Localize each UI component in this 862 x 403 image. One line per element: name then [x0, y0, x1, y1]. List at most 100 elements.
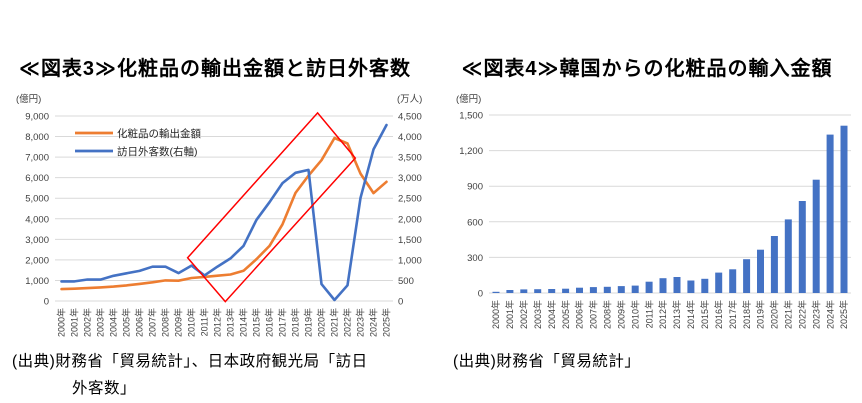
svg-text:2015年: 2015年 [251, 308, 262, 337]
svg-text:2011年: 2011年 [643, 300, 654, 328]
svg-text:2025年: 2025年 [381, 308, 392, 337]
svg-text:2020年: 2020年 [316, 308, 327, 337]
svg-text:2024年: 2024年 [368, 308, 379, 337]
y-axis-labels: 0 1,000 2,000 3,000 4,000 5,000 6,000 7,000 8,00… [16, 93, 422, 308]
svg-text:2013年: 2013年 [671, 300, 682, 329]
series-line-1 [60, 123, 388, 302]
svg-text:訪日外客数(右軸): 訪日外客数(右軸) [117, 145, 198, 158]
svg-text:2000年: 2000年 [490, 300, 501, 329]
svg-text:2023年: 2023年 [810, 300, 821, 329]
bar-2015年 [701, 278, 709, 293]
bar-2009年 [617, 286, 625, 293]
gridlines [489, 114, 851, 294]
bar-2007年 [589, 287, 597, 293]
svg-text:2008年: 2008年 [602, 300, 613, 329]
bar-2016年 [715, 272, 723, 293]
svg-text:2016年: 2016年 [713, 300, 724, 329]
svg-text:4,000: 4,000 [25, 214, 49, 225]
bar-2021年 [784, 219, 792, 293]
svg-text:2001年: 2001年 [504, 300, 515, 329]
bar-2008年 [603, 286, 611, 293]
svg-text:4,000: 4,000 [398, 132, 422, 143]
svg-text:化粧品の輸出金額: 化粧品の輸出金額 [117, 127, 201, 140]
svg-text:2006年: 2006年 [574, 300, 585, 329]
svg-text:2015年: 2015年 [699, 300, 710, 329]
bar-2018年 [743, 259, 751, 293]
svg-text:(万人): (万人) [397, 94, 422, 105]
svg-text:9,000: 9,000 [25, 112, 49, 123]
svg-text:2020年: 2020年 [769, 300, 780, 329]
bar-2020年 [770, 236, 778, 293]
gridlines [55, 115, 393, 302]
svg-text:0: 0 [44, 297, 49, 308]
svg-text:2014年: 2014年 [238, 308, 249, 337]
svg-text:2025年: 2025年 [838, 300, 849, 329]
svg-text:2005年: 2005年 [121, 308, 132, 337]
svg-text:300: 300 [467, 253, 483, 264]
svg-text:(億円): (億円) [16, 93, 41, 105]
svg-text:2,000: 2,000 [398, 214, 422, 225]
svg-text:2004年: 2004年 [546, 300, 557, 329]
bar-2003年 [534, 289, 542, 293]
series-line-0 [60, 136, 388, 291]
svg-text:2014年: 2014年 [685, 300, 696, 329]
svg-text:2010年: 2010年 [629, 300, 640, 329]
bar-2024年 [826, 134, 834, 293]
svg-text:0: 0 [398, 297, 403, 308]
svg-text:7,000: 7,000 [25, 153, 49, 164]
x-axis-labels: 2000年 2001年 2002年 2003年 2004年 2005年 2006年 2007年… [490, 300, 849, 329]
svg-text:2009年: 2009年 [615, 300, 626, 329]
svg-text:6,000: 6,000 [25, 173, 49, 184]
svg-text:2,000: 2,000 [25, 255, 49, 266]
bar-2006年 [576, 287, 583, 293]
svg-text:2,500: 2,500 [398, 194, 422, 205]
figure4-source: (出典)財務省「貿易統計」 [453, 353, 641, 370]
svg-text:1,000: 1,000 [25, 276, 49, 287]
svg-text:2002年: 2002年 [518, 300, 529, 329]
bar-2023年 [812, 179, 820, 293]
svg-text:2007年: 2007年 [588, 300, 599, 329]
svg-text:2016年: 2016年 [264, 308, 275, 337]
svg-text:2023年: 2023年 [355, 308, 366, 337]
svg-text:2000年: 2000年 [56, 308, 67, 337]
svg-text:2006年: 2006年 [134, 308, 145, 337]
svg-text:1,200: 1,200 [459, 146, 483, 157]
figure3-line-chart: 0 1,000 2,000 3,000 4,000 5,000 6,000 7,000 8,00… [16, 93, 422, 337]
svg-text:2017年: 2017年 [277, 308, 288, 337]
svg-text:2019年: 2019年 [303, 308, 314, 337]
bar-2025年 [840, 125, 848, 293]
svg-text:500: 500 [398, 276, 414, 287]
svg-text:2003年: 2003年 [532, 300, 543, 329]
svg-text:2018年: 2018年 [741, 300, 752, 329]
bar-2013年 [673, 277, 681, 293]
svg-text:2008年: 2008年 [160, 308, 171, 337]
svg-text:900: 900 [467, 182, 483, 193]
figure3-source-line1: (出典)財務省「貿易統計」、日本政府観光局「訪日 [12, 353, 368, 370]
x-axis-labels: 2000年 2001年 2002年 2003年 2004年 2005年 2006年 2007年… [56, 308, 392, 337]
bars [492, 125, 848, 293]
bar-2005年 [562, 288, 570, 293]
svg-text:2019年: 2019年 [755, 300, 766, 329]
svg-text:2024年: 2024年 [824, 300, 835, 329]
y-axis-labels: 0 300 600 900 1,200 1,500 (億円) [456, 93, 483, 300]
bar-2022年 [798, 201, 806, 293]
bar-2012年 [659, 278, 667, 293]
svg-text:2022年: 2022年 [796, 300, 807, 329]
svg-text:2021年: 2021年 [783, 300, 794, 329]
svg-text:2017年: 2017年 [727, 300, 738, 329]
svg-text:2003年: 2003年 [95, 308, 106, 337]
svg-text:600: 600 [467, 217, 483, 228]
figure3-source-line2: 外客数」 [72, 380, 137, 397]
svg-text:1,500: 1,500 [459, 111, 483, 122]
svg-text:2010年: 2010年 [186, 308, 197, 337]
svg-text:2012年: 2012年 [212, 308, 223, 337]
svg-text:4,500: 4,500 [398, 112, 422, 123]
svg-text:2022年: 2022年 [342, 308, 353, 337]
svg-text:2018年: 2018年 [290, 308, 301, 337]
svg-text:1,000: 1,000 [398, 255, 422, 266]
bar-2002年 [520, 289, 528, 293]
svg-text:(億円): (億円) [456, 93, 481, 105]
svg-text:5,000: 5,000 [25, 194, 49, 205]
